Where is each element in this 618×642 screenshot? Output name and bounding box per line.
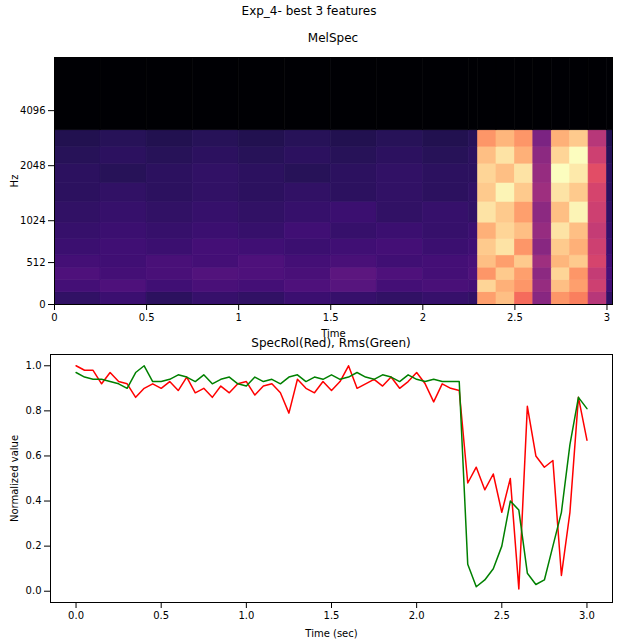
svg-text:0.4: 0.4	[26, 495, 42, 506]
svg-text:2.0: 2.0	[409, 610, 425, 621]
svg-text:0.5: 0.5	[139, 312, 155, 323]
svg-text:Time (sec): Time (sec)	[304, 628, 357, 639]
svg-text:1024: 1024	[20, 215, 45, 226]
svg-text:0.6: 0.6	[26, 450, 42, 461]
svg-text:512: 512	[26, 257, 45, 268]
svg-text:2.5: 2.5	[507, 312, 523, 323]
svg-text:1.0: 1.0	[26, 360, 42, 371]
html-text:SpecRol(Red), Rms(Green): SpecRol(Red), Rms(Green)	[251, 336, 411, 350]
svg-text:3: 3	[604, 312, 610, 323]
svg-text:0.0: 0.0	[68, 610, 84, 621]
svg-text:1: 1	[235, 312, 241, 323]
svg-text:2.5: 2.5	[494, 610, 510, 621]
svg-text:Normalized value: Normalized value	[9, 435, 20, 522]
svg-text:3.0: 3.0	[579, 610, 595, 621]
svg-text:Time: Time	[321, 327, 346, 339]
svg-text:Hz: Hz	[9, 175, 20, 188]
svg-text:1.0: 1.0	[238, 610, 254, 621]
svg-text:2: 2	[420, 312, 426, 323]
svg-text:2048: 2048	[20, 160, 45, 171]
svg-text:0: 0	[51, 312, 57, 323]
html-text:MelSpec: MelSpec	[307, 31, 359, 45]
svg-text:1.5: 1.5	[323, 312, 339, 323]
svg-text:0.2: 0.2	[26, 540, 42, 551]
svg-text:0.8: 0.8	[26, 405, 42, 416]
html-text:Exp_4- best 3 features: Exp_4- best 3 features	[241, 4, 377, 18]
svg-text:0: 0	[39, 299, 45, 310]
svg-text:1.5: 1.5	[324, 610, 340, 621]
svg-text:0.0: 0.0	[26, 585, 42, 596]
svg-text:0.5: 0.5	[153, 610, 169, 621]
svg-text:4096: 4096	[20, 105, 45, 116]
